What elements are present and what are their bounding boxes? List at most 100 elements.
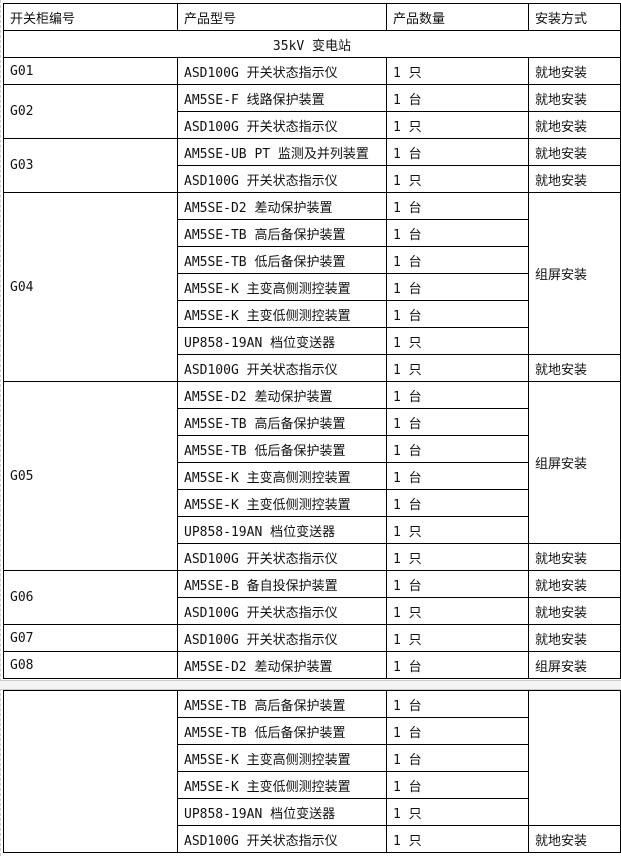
quantity-cell: 1 台	[386, 219, 529, 247]
quantity-cell: 1 只	[386, 825, 529, 853]
product-model-cell: AM5SE-K 主变低侧测控装置	[177, 771, 387, 799]
install-method-cell: 组屏安装	[528, 651, 621, 679]
table-row: G02 AM5SE-F 线路保护装置 1 台就地安装	[3, 84, 621, 139]
quantity-cell: 1 只	[386, 327, 529, 355]
table-row: ASD100G 开关状态指示仪 1 只就地安装	[4, 825, 621, 853]
quantity-cell: 1 只	[386, 543, 529, 571]
product-model-cell: ASD100G 开关状态指示仪	[177, 165, 387, 193]
product-model-cell: AM5SE-K 主变高侧测控装置	[177, 744, 387, 772]
quantity-cell: 1 台	[386, 138, 529, 166]
table-row: G06 AM5SE-B 备自投保护装置 1 台就地安装	[3, 570, 621, 625]
product-model-cell: ASD100G 开关状态指示仪	[177, 597, 387, 625]
table-row: AM5SE-K 主变高侧测控装置 1 台	[4, 744, 621, 772]
cabinet-id-cell: G05	[3, 381, 178, 571]
install-method-cell: 就地安装	[528, 624, 621, 652]
product-model-cell: ASD100G 开关状态指示仪	[177, 354, 387, 382]
table-row: AM5SE-K 主变高侧测控装置 1 台	[4, 462, 621, 490]
product-model-cell: ASD100G 开关状态指示仪	[177, 543, 387, 571]
table-row: AM5SE-TB 低后备保护装置 1 台	[4, 435, 621, 463]
table-row: UP858-19AN 档位变送器 1 只	[4, 516, 621, 544]
quantity-cell: 1 台	[386, 651, 529, 679]
cabinet-id-cell	[3, 690, 178, 853]
page-break	[0, 680, 621, 690]
quantity-cell: 1 只	[386, 57, 529, 85]
table-row: AM5SE-K 主变低侧测控装置 1 台	[4, 489, 621, 517]
quantity-cell: 1 台	[386, 489, 529, 517]
install-method-cell: 组屏安装	[528, 192, 621, 355]
header-row: 开关柜编号 产品型号 产品数量 安装方式	[3, 3, 621, 31]
quantity-cell: 1 台	[386, 717, 529, 745]
install-method-cell: 就地安装	[528, 84, 621, 112]
install-method-cell: 就地安装	[528, 354, 621, 382]
table-row: AM5SE-K 主变低侧测控装置 1 台	[4, 300, 621, 328]
table-row: ASD100G 开关状态指示仪 1 只就地安装	[4, 543, 621, 571]
install-method-cell: 就地安装	[528, 597, 621, 625]
product-model-cell: AM5SE-F 线路保护装置	[177, 84, 387, 112]
table-row: AM5SE-K 主变低侧测控装置 1 台	[4, 771, 621, 799]
install-method-cell: 就地安装	[528, 825, 621, 853]
cabinet-id-cell: G03	[3, 138, 178, 193]
product-model-cell: AM5SE-UB PT 监测及并列装置	[177, 138, 387, 166]
table-row: G03 AM5SE-UB PT 监测及并列装置 1 台就地安装	[3, 138, 621, 193]
product-table: 开关柜编号 产品型号 产品数量 安装方式 35kV 变电站 G01 ASD100G 开关状态…	[3, 3, 621, 679]
cabinet-id-cell: G07	[3, 624, 178, 652]
product-model-cell: AM5SE-TB 高后备保护装置	[177, 690, 387, 718]
quantity-cell: 1 台	[386, 771, 529, 799]
install-method-cell: 就地安装	[528, 543, 621, 571]
quantity-cell: 1 台	[386, 381, 529, 409]
cabinet-id-cell: G01	[3, 57, 178, 85]
quantity-cell: 1 只	[386, 354, 529, 382]
quantity-cell: 1 台	[386, 273, 529, 301]
install-method-cell: 就地安装	[528, 138, 621, 166]
quantity-cell: 1 台	[386, 246, 529, 274]
cabinet-id-cell: G04	[3, 192, 178, 382]
product-table-continued: AM5SE-TB 高后备保护装置 1 台 AM5SE-TB 低后备保护装置 1 台 AM…	[3, 690, 621, 853]
product-model-cell: UP858-19AN 档位变送器	[177, 516, 387, 544]
quantity-cell: 1 只	[386, 111, 529, 139]
product-model-cell: ASD100G 开关状态指示仪	[177, 624, 387, 652]
table-row: AM5SE-TB 高后备保护装置 1 台	[4, 219, 621, 247]
product-model-cell: AM5SE-TB 高后备保护装置	[177, 219, 387, 247]
product-model-cell: AM5SE-K 主变高侧测控装置	[177, 273, 387, 301]
table-row: G04 AM5SE-D2 差动保护装置 1 台组屏安装	[3, 192, 621, 382]
quantity-cell: 1 台	[386, 462, 529, 490]
product-model-cell: AM5SE-TB 低后备保护装置	[177, 435, 387, 463]
quantity-cell: 1 台	[386, 300, 529, 328]
column-header: 产品型号	[177, 3, 387, 31]
cabinet-id-cell: G02	[3, 84, 178, 139]
install-method-cell: 组屏安装	[528, 381, 621, 544]
quantity-cell: 1 台	[386, 84, 529, 112]
table-row: AM5SE-TB 低后备保护装置 1 台	[4, 246, 621, 274]
table-row: ASD100G 开关状态指示仪 1 只就地安装	[4, 111, 621, 139]
quantity-cell: 1 台	[386, 408, 529, 436]
product-model-cell: AM5SE-D2 差动保护装置	[177, 381, 387, 409]
quantity-cell: 1 台	[386, 192, 529, 220]
product-model-cell: AM5SE-TB 低后备保护装置	[177, 246, 387, 274]
table-row: AM5SE-TB 高后备保护装置 1 台	[3, 690, 621, 853]
product-model-cell: AM5SE-K 主变高侧测控装置	[177, 462, 387, 490]
product-model-cell: AM5SE-K 主变低侧测控装置	[177, 300, 387, 328]
install-method-cell: 就地安装	[528, 111, 621, 139]
install-method-cell: 就地安装	[528, 57, 621, 85]
product-model-cell: UP858-19AN 档位变送器	[177, 327, 387, 355]
quantity-cell: 1 只	[386, 624, 529, 652]
section-row: 35kV 变电站	[3, 30, 621, 58]
quantity-cell: 1 台	[386, 744, 529, 772]
product-model-cell: ASD100G 开关状态指示仪	[177, 57, 387, 85]
table-row: G07 ASD100G 开关状态指示仪 1 只就地安装	[3, 624, 621, 652]
quantity-cell: 1 只	[386, 798, 529, 826]
table-row: G05 AM5SE-D2 差动保护装置 1 台组屏安装	[3, 381, 621, 571]
cabinet-id-cell: G06	[3, 570, 178, 625]
product-model-cell: AM5SE-D2 差动保护装置	[177, 192, 387, 220]
quantity-cell: 1 台	[386, 435, 529, 463]
table-row: ASD100G 开关状态指示仪 1 只就地安装	[4, 354, 621, 382]
cabinet-id-cell: G08	[3, 651, 178, 679]
product-model-cell: ASD100G 开关状态指示仪	[177, 825, 387, 853]
table-row: G08 AM5SE-D2 差动保护装置 1 台组屏安装	[3, 651, 621, 679]
product-model-cell: AM5SE-B 备自投保护装置	[177, 570, 387, 598]
install-method-cell: 就地安装	[528, 570, 621, 598]
product-model-cell: AM5SE-TB 低后备保护装置	[177, 717, 387, 745]
install-method-cell: 就地安装	[528, 165, 621, 193]
section-title: 35kV 变电站	[3, 30, 621, 58]
column-header: 安装方式	[528, 3, 621, 31]
